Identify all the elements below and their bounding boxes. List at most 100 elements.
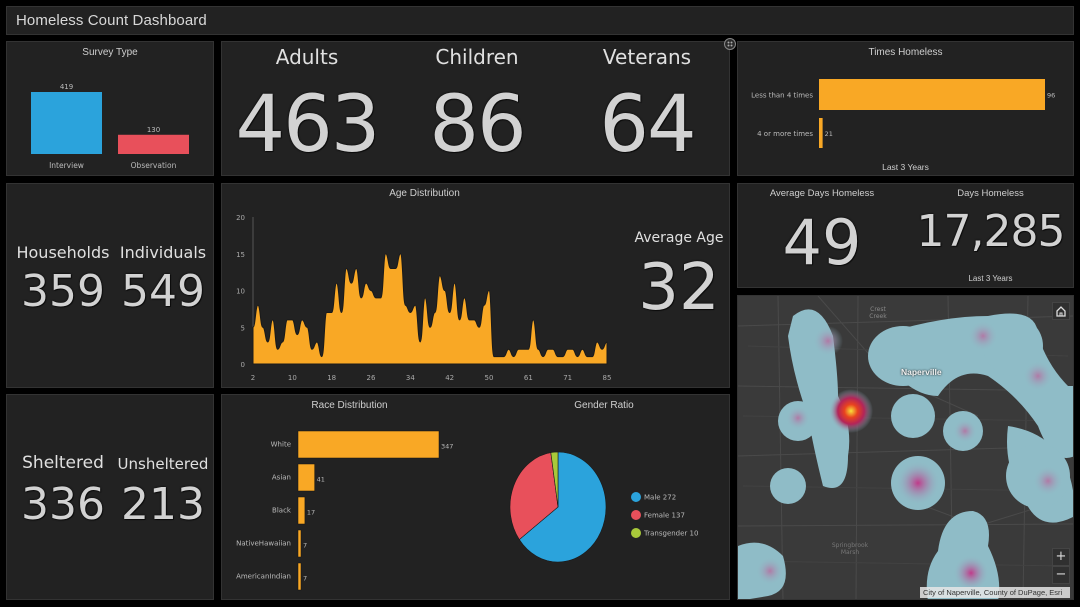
pie-slice-transgender	[550, 451, 559, 508]
race-bar	[297, 529, 302, 558]
times-bar-value: 21	[825, 130, 833, 138]
expand-icon[interactable]	[724, 38, 736, 50]
dashboard-title: Homeless Count Dashboard	[16, 12, 207, 29]
age-x-tick: 61	[524, 374, 533, 382]
race-bar-value: 347	[441, 443, 453, 451]
survey-type-panel: Survey Type 419 Interview 130 Observation	[6, 41, 214, 176]
age-distribution-panel: Age Distribution 0 5 10 15 20 2 10 18 26 34 42 50 61…	[221, 183, 730, 388]
gender-ratio-title: Gender Ratio	[574, 400, 634, 411]
times-homeless-title: Times Homeless	[868, 47, 943, 58]
race-bar-value: 17	[307, 509, 315, 517]
age-x-tick: 34	[406, 374, 415, 382]
individuals-label: Individuals	[119, 243, 207, 262]
age-y-tick: 0	[241, 361, 245, 369]
race-bar	[297, 496, 306, 525]
zoom-in-button[interactable]: +	[1052, 548, 1070, 566]
home-button[interactable]	[1052, 302, 1070, 320]
survey-bar-observation	[118, 134, 189, 154]
race-bar	[297, 562, 302, 591]
unsheltered-value: 213	[121, 479, 205, 530]
veterans-label: Veterans	[602, 45, 692, 69]
age-x-tick: 10	[288, 374, 297, 382]
age-x-tick: 18	[327, 374, 336, 382]
map-place-label: Naperville	[901, 367, 942, 377]
heatmap-hotspots	[756, 321, 1063, 591]
age-distribution-title: Age Distribution	[389, 188, 460, 199]
dashboard-header: Homeless Count Dashboard	[6, 6, 1074, 35]
times-bar	[819, 118, 823, 148]
average-days-value: 49	[782, 206, 862, 279]
veterans-value: 64	[599, 80, 696, 170]
days-homeless-panel: Average Days Homeless 49 Days Homeless 1…	[737, 183, 1074, 288]
age-y-tick: 5	[241, 324, 245, 332]
map-canvas[interactable]	[738, 296, 1074, 600]
days-homeless-label: Days Homeless	[957, 188, 1024, 199]
adults-label: Adults	[275, 45, 339, 69]
survey-bar-interview	[31, 92, 102, 154]
legend-item: Transgender 10	[643, 530, 698, 538]
sheltered-value: 336	[21, 479, 105, 530]
map-attribution[interactable]: City of Naperville, County of DuPage, Es…	[920, 587, 1070, 598]
individuals-value: 549	[121, 266, 205, 317]
age-y-tick: 15	[236, 251, 245, 259]
gender-ratio-chart: Male 272 Female 137 Transgender 10	[509, 451, 698, 563]
sheltered-label: Sheltered	[22, 453, 104, 473]
pie-slice-female	[509, 452, 559, 541]
race-bar	[297, 430, 440, 459]
survey-bar-label: Observation	[131, 161, 177, 170]
legend-item: Female 137	[644, 512, 685, 520]
map-minor-label: Crest Creek	[869, 306, 887, 320]
age-y-tick: 20	[236, 214, 245, 222]
households-label: Households	[16, 243, 110, 262]
race-bar-label: AmericanIndian	[236, 573, 291, 581]
zoom-out-button[interactable]: −	[1052, 566, 1070, 584]
map-minor-label: Springbrook Marsh	[831, 542, 869, 556]
times-homeless-footer: Last 3 Years	[882, 162, 929, 172]
survey-type-title: Survey Type	[82, 47, 138, 58]
times-homeless-panel: Times Homeless Less than 4 times 96 4 or m…	[737, 41, 1074, 176]
people-counts-panel: Adults 463 Children 86 Veterans 64	[221, 41, 730, 176]
age-x-tick: 50	[485, 374, 494, 382]
age-x-tick: 85	[603, 374, 612, 382]
race-bar	[297, 463, 315, 492]
sheltered-panel: Sheltered 336 Unsheltered 213	[6, 394, 214, 600]
adults-value: 463	[235, 80, 381, 170]
children-label: Children	[435, 45, 519, 69]
average-age-value: 32	[638, 251, 720, 325]
race-bar-value: 7	[303, 575, 307, 583]
times-bar	[819, 79, 1045, 110]
legend-item: Male 272	[644, 494, 676, 502]
times-bar-value: 96	[1047, 92, 1055, 100]
age-y-tick: 10	[236, 288, 245, 296]
average-days-label: Average Days Homeless	[769, 188, 875, 199]
legend-swatch-female	[631, 510, 641, 520]
race-bar-label: White	[271, 441, 291, 449]
age-x-tick: 42	[445, 374, 454, 382]
days-homeless-footer: Last 3 Years	[968, 274, 1013, 283]
legend-swatch-transgender	[631, 528, 641, 538]
age-x-tick: 26	[367, 374, 376, 382]
times-homeless-chart: Less than 4 times 96 4 or more times 21	[751, 79, 1055, 148]
age-x-tick: 2	[251, 374, 255, 382]
unsheltered-label: Unsheltered	[117, 455, 209, 473]
race-distribution-chart: White 347 Asian 41 Black 17 NativeHawaiian 7 Ame…	[236, 430, 453, 591]
average-age-label: Average Age	[634, 230, 724, 246]
age-distribution-chart: 0 5 10 15 20 2 10 18 26 34 42 50 61 71 85	[236, 214, 612, 382]
survey-type-chart: 419 Interview 130 Observation	[31, 83, 189, 170]
households-panel: Households 359 Individuals 549	[6, 183, 214, 388]
race-bar-label: Black	[272, 507, 292, 515]
days-homeless-value: 17,285	[916, 206, 1066, 257]
pie-slice-male	[518, 451, 607, 563]
race-bar-label: Asian	[272, 474, 291, 482]
times-bar-label: 4 or more times	[757, 130, 813, 138]
times-bar-label: Less than 4 times	[751, 92, 813, 100]
race-gender-panel: Race Distribution White 347 Asian 41 Black 17…	[221, 394, 730, 600]
age-area-series	[252, 253, 608, 365]
heat-map[interactable]: Naperville Crest Creek Springbrook Marsh…	[737, 295, 1074, 600]
race-bar-label: NativeHawaiian	[236, 540, 291, 548]
survey-bar-value: 130	[147, 126, 160, 134]
race-bar-value: 7	[303, 542, 307, 550]
race-bar-value: 41	[317, 476, 325, 484]
legend-swatch-male	[631, 492, 641, 502]
survey-bar-label: Interview	[49, 161, 84, 170]
